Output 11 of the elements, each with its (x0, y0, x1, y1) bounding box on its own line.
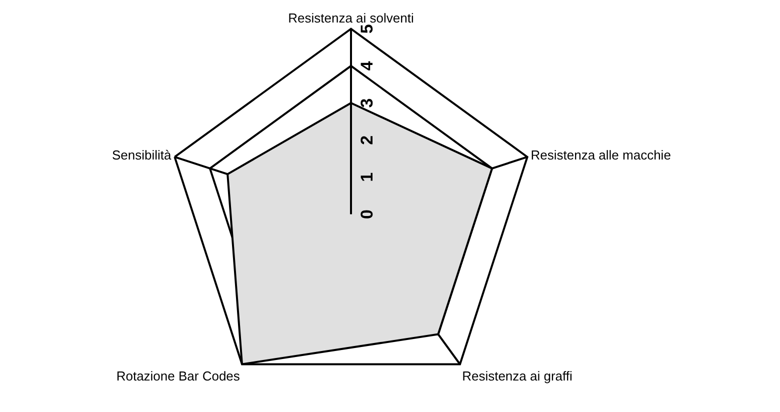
spoke-label: Resistenza alle macchie (530, 147, 671, 162)
y-tick-label: 4 (357, 60, 376, 71)
y-tick-label: 5 (357, 24, 376, 34)
spoke-label: Rotazione Bar Codes (116, 368, 240, 384)
spoke-label: Resistenza ai graffi (462, 368, 573, 384)
y-tick-label: 2 (357, 135, 376, 145)
y-tick-label: 3 (357, 98, 376, 108)
spoke-label: Sensibilità (112, 147, 172, 162)
spoke-label: Resistenza ai solventi (288, 10, 414, 26)
y-tick-label: 0 (357, 210, 376, 219)
y-tick-label: 1 (357, 172, 376, 182)
